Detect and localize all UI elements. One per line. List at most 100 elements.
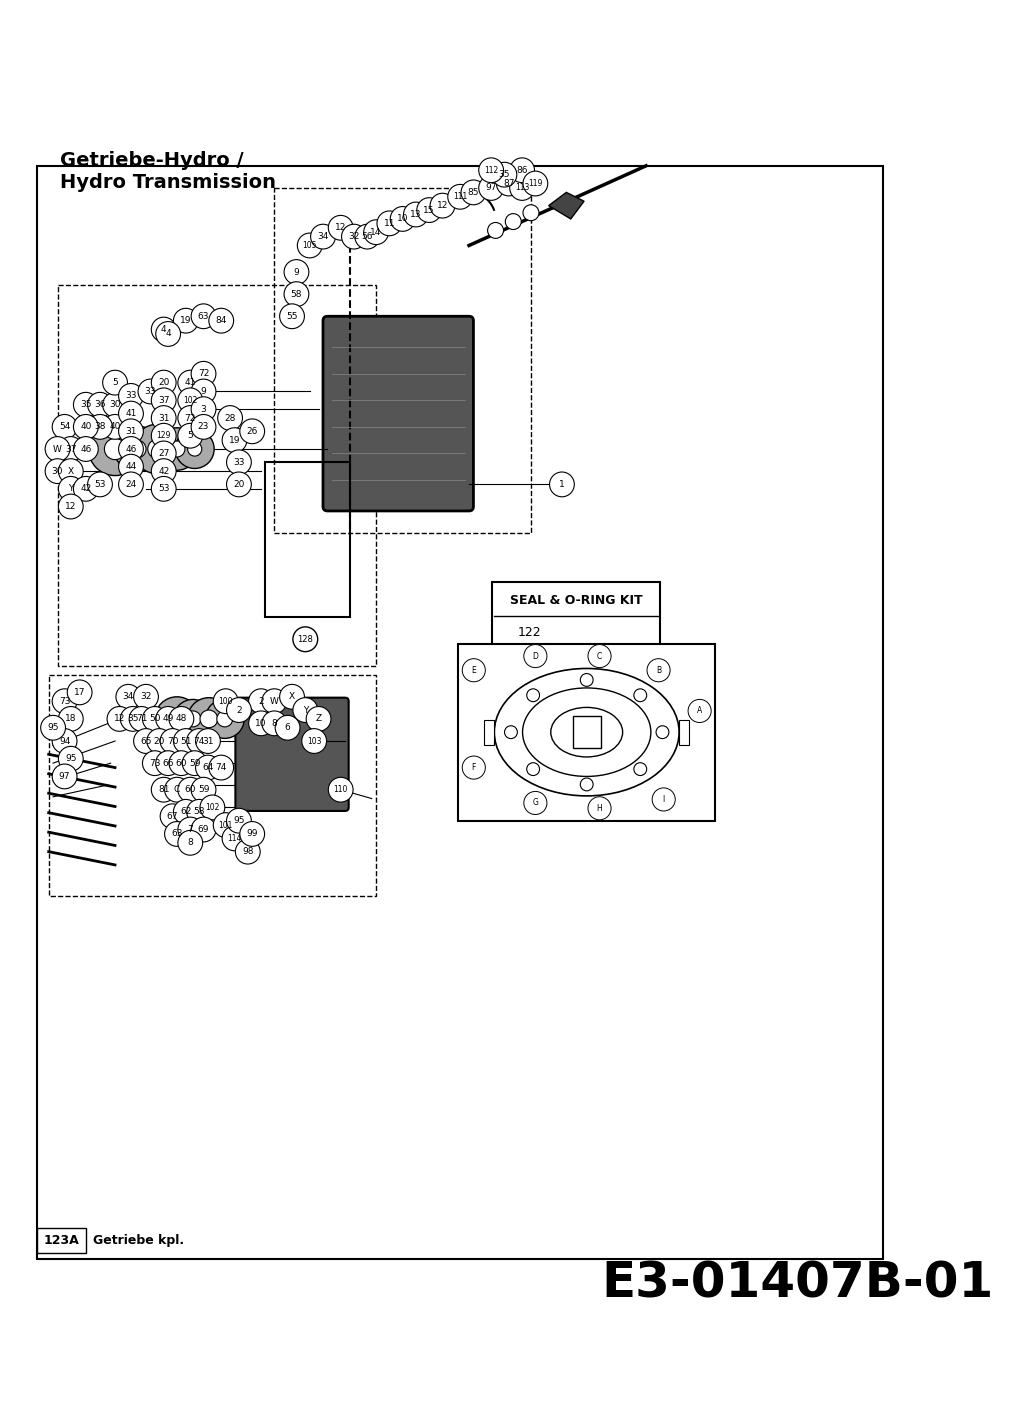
Circle shape xyxy=(524,791,547,814)
Circle shape xyxy=(588,645,611,668)
Text: 26: 26 xyxy=(247,426,258,436)
Text: 33: 33 xyxy=(125,391,136,401)
Text: X: X xyxy=(289,692,295,702)
Bar xyxy=(275,188,530,533)
Text: 31: 31 xyxy=(202,736,214,746)
Circle shape xyxy=(297,233,322,257)
Text: 14: 14 xyxy=(370,227,382,237)
Circle shape xyxy=(59,459,84,483)
Text: 41: 41 xyxy=(125,409,136,418)
Circle shape xyxy=(417,198,442,223)
Text: C: C xyxy=(173,786,181,794)
Text: SEAL & O-RING KIT: SEAL & O-RING KIT xyxy=(510,594,642,607)
Circle shape xyxy=(59,495,84,519)
Text: 18: 18 xyxy=(65,715,76,723)
Text: 112: 112 xyxy=(484,166,498,175)
Circle shape xyxy=(222,826,247,851)
Text: 32: 32 xyxy=(140,692,152,702)
Circle shape xyxy=(280,304,304,328)
Text: 99: 99 xyxy=(247,830,258,838)
Circle shape xyxy=(526,763,540,776)
Circle shape xyxy=(191,415,216,439)
Circle shape xyxy=(115,426,160,472)
Text: 64: 64 xyxy=(202,763,214,772)
Text: 66: 66 xyxy=(162,759,173,767)
Text: 50: 50 xyxy=(149,715,161,723)
Circle shape xyxy=(293,627,318,652)
Text: 65: 65 xyxy=(140,736,152,746)
Circle shape xyxy=(524,645,547,668)
Circle shape xyxy=(390,206,415,232)
Text: A: A xyxy=(697,706,702,715)
Text: 44: 44 xyxy=(125,462,136,472)
Text: 74: 74 xyxy=(193,736,204,746)
Circle shape xyxy=(523,171,548,196)
Circle shape xyxy=(311,225,335,249)
Text: 42: 42 xyxy=(158,466,169,476)
Text: 113: 113 xyxy=(515,183,529,192)
Circle shape xyxy=(200,710,218,728)
Circle shape xyxy=(284,260,309,284)
Circle shape xyxy=(462,659,485,682)
Circle shape xyxy=(200,794,225,820)
Bar xyxy=(49,675,376,895)
Text: 28: 28 xyxy=(224,414,235,422)
Text: 102: 102 xyxy=(205,803,220,811)
Circle shape xyxy=(152,388,176,412)
Circle shape xyxy=(580,779,593,791)
Text: 34: 34 xyxy=(123,692,134,702)
Text: 105: 105 xyxy=(302,242,317,250)
Circle shape xyxy=(634,689,647,702)
Text: W: W xyxy=(270,696,279,706)
Circle shape xyxy=(156,428,198,470)
Text: 56: 56 xyxy=(361,232,373,242)
Text: 23: 23 xyxy=(198,422,209,432)
Circle shape xyxy=(148,439,167,459)
Circle shape xyxy=(102,392,127,418)
Circle shape xyxy=(59,746,84,772)
Text: 59: 59 xyxy=(198,786,209,794)
Text: B: B xyxy=(656,665,662,675)
Text: 15: 15 xyxy=(423,206,434,215)
Text: 37: 37 xyxy=(158,396,169,405)
Circle shape xyxy=(119,419,143,443)
Circle shape xyxy=(138,379,163,404)
Text: 40: 40 xyxy=(109,422,121,432)
Circle shape xyxy=(121,706,146,732)
Circle shape xyxy=(355,225,380,249)
Circle shape xyxy=(239,419,264,443)
Circle shape xyxy=(510,158,535,183)
Text: 9: 9 xyxy=(200,387,206,396)
Text: 49: 49 xyxy=(162,715,173,723)
Circle shape xyxy=(102,371,127,395)
Text: 110: 110 xyxy=(333,786,348,794)
Circle shape xyxy=(45,459,70,483)
Text: 102: 102 xyxy=(183,396,197,405)
Text: 8: 8 xyxy=(271,719,278,728)
Circle shape xyxy=(227,450,252,475)
Circle shape xyxy=(73,415,98,439)
Circle shape xyxy=(102,415,127,439)
Circle shape xyxy=(284,281,309,307)
Circle shape xyxy=(119,401,143,426)
Circle shape xyxy=(187,729,212,753)
Circle shape xyxy=(53,689,77,713)
Circle shape xyxy=(185,710,201,728)
Circle shape xyxy=(59,436,84,462)
Text: 51: 51 xyxy=(181,736,192,746)
Text: 55: 55 xyxy=(286,311,298,321)
Text: 54: 54 xyxy=(59,422,70,432)
Text: 12: 12 xyxy=(65,502,76,512)
Circle shape xyxy=(580,674,593,686)
Text: 34: 34 xyxy=(317,232,328,242)
Circle shape xyxy=(227,472,252,497)
Circle shape xyxy=(328,777,353,801)
Circle shape xyxy=(196,729,221,753)
Circle shape xyxy=(178,830,202,855)
Text: 17: 17 xyxy=(74,688,86,696)
Circle shape xyxy=(227,809,252,833)
Text: 95: 95 xyxy=(233,816,245,826)
Circle shape xyxy=(67,681,92,705)
Text: 119: 119 xyxy=(528,179,543,188)
Circle shape xyxy=(235,840,260,864)
